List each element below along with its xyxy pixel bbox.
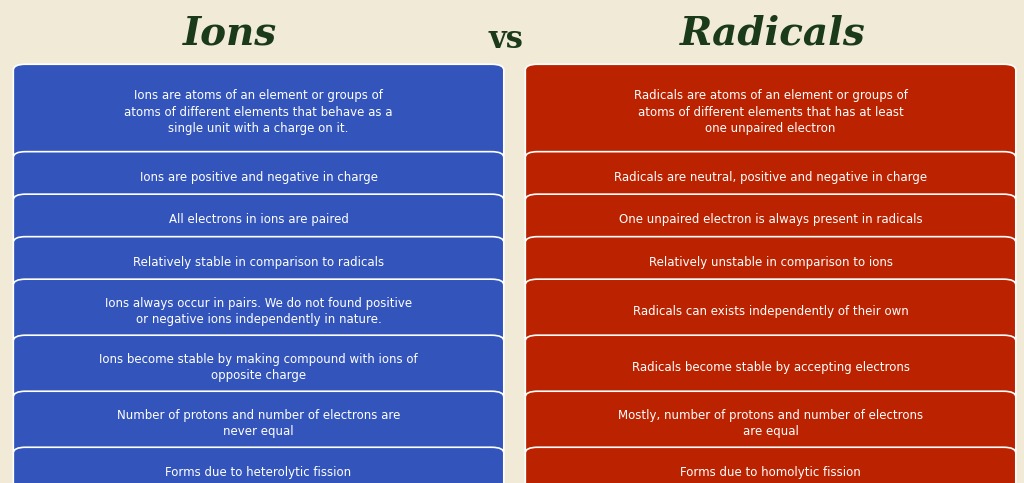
Text: Relatively stable in comparison to radicals: Relatively stable in comparison to radic…: [133, 256, 384, 269]
Text: Ions always occur in pairs. We do not found positive
or negative ions independen: Ions always occur in pairs. We do not fo…: [105, 297, 412, 327]
Text: Ions are positive and negative in charge: Ions are positive and negative in charge: [139, 171, 378, 184]
FancyBboxPatch shape: [13, 194, 504, 245]
Text: Relatively unstable in comparison to ions: Relatively unstable in comparison to ion…: [648, 256, 893, 269]
Text: Radicals become stable by accepting electrons: Radicals become stable by accepting elec…: [632, 361, 909, 374]
Text: Radicals are atoms of an element or groups of
atoms of different elements that h: Radicals are atoms of an element or grou…: [634, 89, 907, 135]
FancyBboxPatch shape: [525, 64, 1016, 160]
Text: Ions become stable by making compound with ions of
opposite charge: Ions become stable by making compound wi…: [99, 353, 418, 383]
FancyBboxPatch shape: [525, 237, 1016, 288]
FancyBboxPatch shape: [525, 447, 1016, 483]
FancyBboxPatch shape: [13, 447, 504, 483]
Text: vs: vs: [488, 24, 523, 55]
FancyBboxPatch shape: [13, 237, 504, 288]
Text: One unpaired electron is always present in radicals: One unpaired electron is always present …: [618, 213, 923, 226]
FancyBboxPatch shape: [13, 391, 504, 456]
FancyBboxPatch shape: [525, 279, 1016, 344]
FancyBboxPatch shape: [13, 152, 504, 203]
Text: Radicals: Radicals: [680, 14, 866, 53]
Text: Mostly, number of protons and number of electrons
are equal: Mostly, number of protons and number of …: [618, 409, 923, 439]
Text: Forms due to homolytic fission: Forms due to homolytic fission: [680, 467, 861, 479]
FancyBboxPatch shape: [13, 64, 504, 160]
Text: Forms due to heterolytic fission: Forms due to heterolytic fission: [166, 467, 351, 479]
Text: Ions: Ions: [183, 14, 278, 53]
Text: Number of protons and number of electrons are
never equal: Number of protons and number of electron…: [117, 409, 400, 439]
FancyBboxPatch shape: [525, 194, 1016, 245]
Text: Radicals can exists independently of their own: Radicals can exists independently of the…: [633, 305, 908, 318]
FancyBboxPatch shape: [525, 335, 1016, 400]
FancyBboxPatch shape: [13, 279, 504, 344]
Text: Ions are atoms of an element or groups of
atoms of different elements that behav: Ions are atoms of an element or groups o…: [124, 89, 393, 135]
Text: Radicals are neutral, positive and negative in charge: Radicals are neutral, positive and negat…: [614, 171, 927, 184]
Text: All electrons in ions are paired: All electrons in ions are paired: [169, 213, 348, 226]
FancyBboxPatch shape: [525, 152, 1016, 203]
FancyBboxPatch shape: [13, 335, 504, 400]
FancyBboxPatch shape: [525, 391, 1016, 456]
